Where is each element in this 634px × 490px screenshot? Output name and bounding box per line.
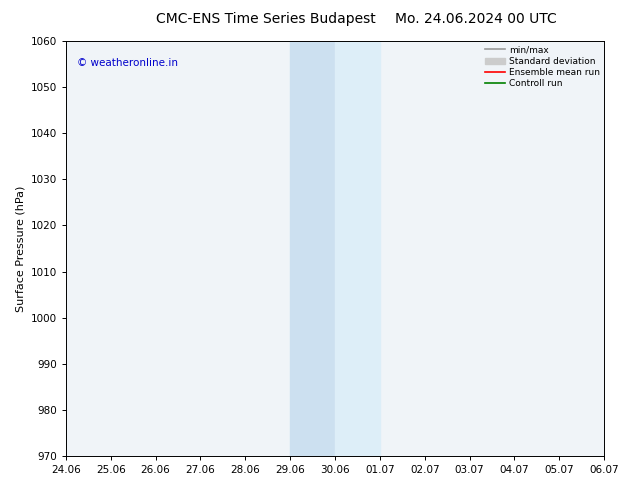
Text: Mo. 24.06.2024 00 UTC: Mo. 24.06.2024 00 UTC [394, 12, 557, 26]
Bar [290, 41, 335, 456]
Bar [335, 41, 380, 456]
Text: © weatheronline.in: © weatheronline.in [77, 58, 178, 68]
Text: CMC-ENS Time Series Budapest: CMC-ENS Time Series Budapest [157, 12, 376, 26]
Y-axis label: Surface Pressure (hPa): Surface Pressure (hPa) [15, 185, 25, 312]
Legend: min/max, Standard deviation, Ensemble mean run, Controll run: min/max, Standard deviation, Ensemble me… [483, 44, 602, 90]
